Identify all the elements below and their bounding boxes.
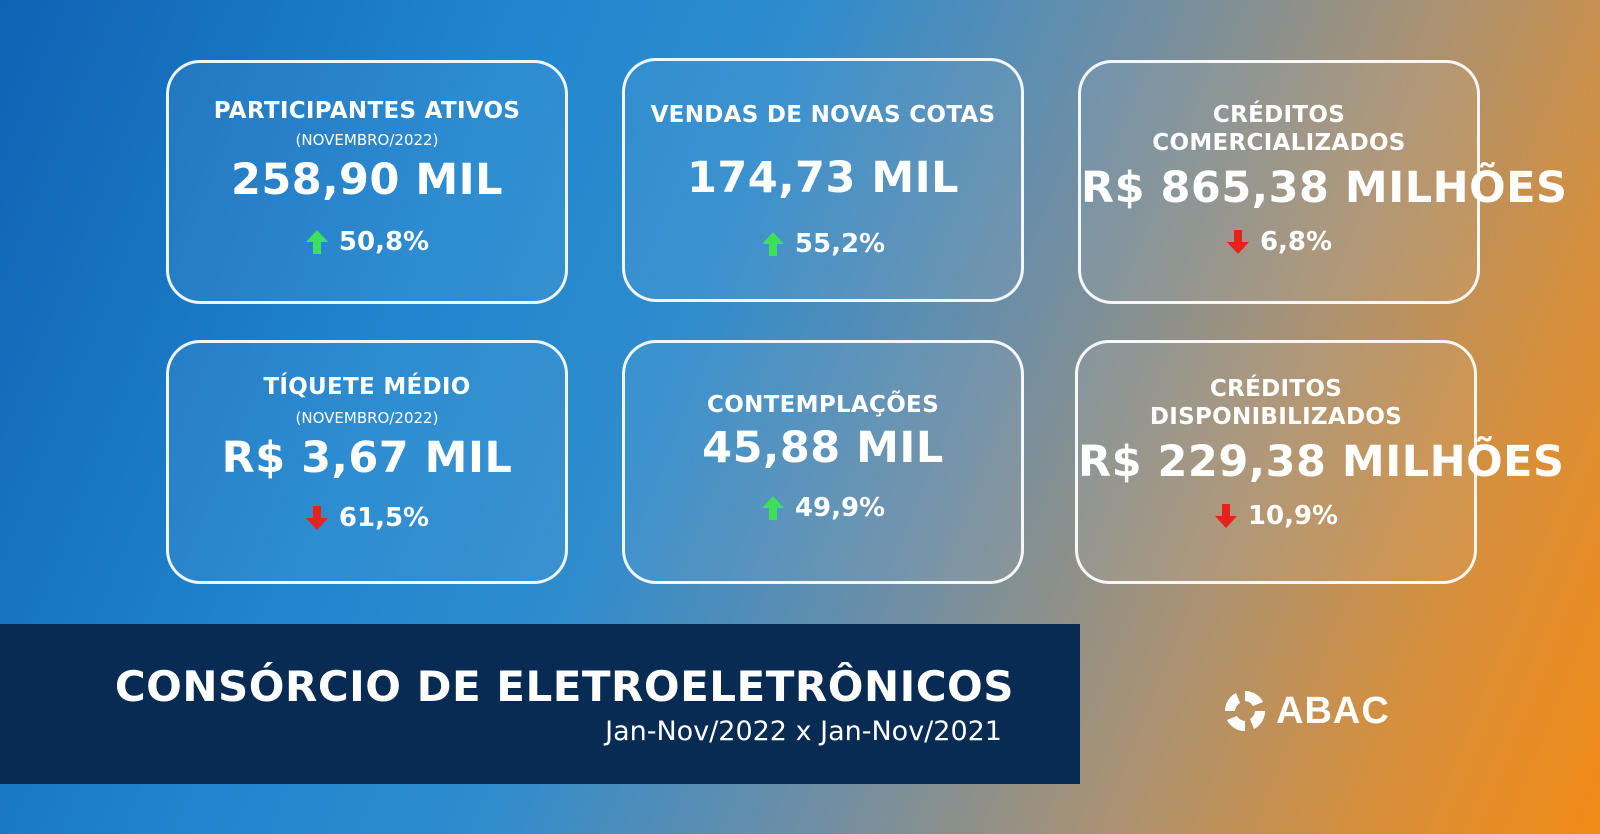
card-change: 6,8% [1081, 227, 1477, 257]
banner-title: CONSÓRCIO DE ELETROELETRÔNICOS [114, 662, 1014, 711]
card-subtitle: (NOVEMBRO/2022) [295, 131, 439, 149]
card-title-line1: CRÉDITOS [1212, 102, 1346, 128]
card-value: R$ 865,38 MILHÕES [1081, 163, 1568, 213]
change-value: 10,9% [1247, 501, 1339, 531]
card-participantes-ativos: PARTICIPANTES ATIVOS (NOVEMBRO/2022) 258… [166, 60, 568, 304]
arrow-up-icon [305, 230, 328, 254]
card-change: 50,8% [169, 227, 565, 257]
change-value: 49,9% [794, 493, 886, 523]
card-title: CONTEMPLAÇÕES [707, 392, 939, 418]
title-banner: CONSÓRCIO DE ELETROELETRÔNICOS Jan-Nov/2… [0, 624, 1080, 784]
change-value: 6,8% [1259, 227, 1333, 257]
card-change: 55,2% [625, 229, 1021, 259]
card-creditos-comercializados: CRÉDITOS COMERCIALIZADOS R$ 865,38 MILHÕ… [1078, 60, 1568, 304]
card-subtitle: (NOVEMBRO/2022) [295, 409, 439, 427]
card-change: 61,5% [169, 503, 565, 533]
banner-subtitle: Jan-Nov/2022 x Jan-Nov/2021 [605, 716, 1002, 747]
card-title-line1: CRÉDITOS [1209, 376, 1343, 402]
card-vendas-novas-cotas: VENDAS DE NOVAS COTAS 174,73 MIL 55,2% [622, 58, 1024, 302]
card-title-line2: COMERCIALIZADOS [1152, 130, 1406, 156]
card-value: R$ 229,38 MILHÕES [1078, 437, 1565, 487]
card-title-line2: DISPONIBILIZADOS [1149, 404, 1403, 430]
arrow-down-icon [1214, 504, 1237, 528]
arrow-up-icon [761, 232, 784, 256]
arrow-down-icon [1226, 230, 1249, 254]
card-title: VENDAS DE NOVAS COTAS [650, 102, 996, 128]
card-change: 49,9% [625, 493, 1021, 523]
change-value: 50,8% [338, 227, 430, 257]
abac-logo: ABAC [1222, 688, 1390, 734]
card-value: 45,88 MIL [702, 423, 944, 473]
abac-logo-icon [1224, 690, 1266, 732]
card-value: R$ 3,67 MIL [221, 433, 513, 483]
card-creditos-disponibilizados: CRÉDITOS DISPONIBILIZADOS R$ 229,38 MILH… [1075, 340, 1565, 584]
card-contemplacoes: CONTEMPLAÇÕES 45,88 MIL 49,9% [622, 340, 1024, 584]
change-value: 55,2% [794, 229, 886, 259]
card-value: 174,73 MIL [686, 153, 960, 203]
logo-text: ABAC [1276, 689, 1390, 732]
change-value: 61,5% [338, 503, 430, 533]
arrow-down-icon [305, 506, 328, 530]
arrow-up-icon [761, 496, 784, 520]
card-title: TÍQUETE MÉDIO [263, 374, 471, 400]
card-title: PARTICIPANTES ATIVOS [213, 98, 521, 124]
card-value: 258,90 MIL [230, 155, 504, 205]
card-change: 10,9% [1078, 501, 1474, 531]
card-tiquete-medio: TÍQUETE MÉDIO (NOVEMBRO/2022) R$ 3,67 MI… [166, 340, 568, 584]
